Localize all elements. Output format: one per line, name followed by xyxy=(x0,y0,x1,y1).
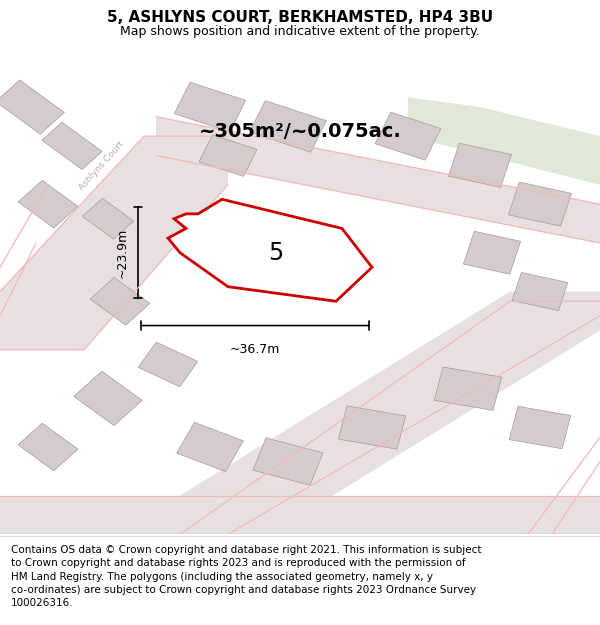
Polygon shape xyxy=(448,143,512,188)
Polygon shape xyxy=(338,406,406,449)
Polygon shape xyxy=(74,371,142,426)
Polygon shape xyxy=(512,272,568,311)
Polygon shape xyxy=(175,82,245,132)
Polygon shape xyxy=(509,406,571,449)
Polygon shape xyxy=(176,422,244,472)
Polygon shape xyxy=(82,198,134,239)
Text: 5, ASHLYNS COURT, BERKHAMSTED, HP4 3BU: 5, ASHLYNS COURT, BERKHAMSTED, HP4 3BU xyxy=(107,10,493,25)
Polygon shape xyxy=(42,122,102,169)
Text: ~36.7m: ~36.7m xyxy=(230,342,280,356)
Polygon shape xyxy=(408,98,600,185)
Text: Map shows position and indicative extent of the property.: Map shows position and indicative extent… xyxy=(120,25,480,38)
Polygon shape xyxy=(180,291,600,534)
Polygon shape xyxy=(90,278,150,325)
Polygon shape xyxy=(434,367,502,411)
Text: Contains OS data © Crown copyright and database right 2021. This information is : Contains OS data © Crown copyright and d… xyxy=(11,545,481,608)
Polygon shape xyxy=(250,101,326,152)
Polygon shape xyxy=(168,199,372,301)
Polygon shape xyxy=(463,231,521,274)
Text: ~23.9m: ~23.9m xyxy=(116,228,129,278)
Polygon shape xyxy=(375,112,441,160)
Polygon shape xyxy=(0,136,228,350)
Polygon shape xyxy=(508,182,572,226)
Text: Ashlyns Court: Ashlyns Court xyxy=(78,139,126,192)
Polygon shape xyxy=(253,438,323,485)
Polygon shape xyxy=(138,342,198,387)
Polygon shape xyxy=(0,80,64,134)
Polygon shape xyxy=(18,181,78,228)
Polygon shape xyxy=(156,117,600,243)
Text: ~305m²/~0.075ac.: ~305m²/~0.075ac. xyxy=(199,122,401,141)
Polygon shape xyxy=(199,135,257,176)
Polygon shape xyxy=(0,496,600,534)
Text: 5: 5 xyxy=(268,241,284,265)
Polygon shape xyxy=(18,423,78,471)
